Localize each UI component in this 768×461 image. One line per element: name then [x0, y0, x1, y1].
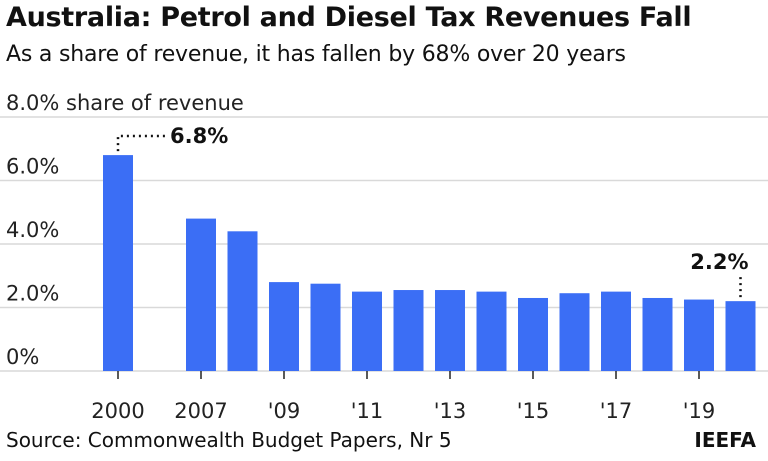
y-tick-label: 0% — [6, 345, 39, 369]
annotation-leader — [116, 134, 166, 152]
y-tick-label: 4.0% — [6, 218, 59, 242]
x-tick-label: '17 — [600, 399, 633, 423]
x-tick-label: '13 — [434, 399, 467, 423]
bar-2015 — [518, 297, 548, 371]
bar-2020 — [725, 301, 756, 371]
x-tick-label: 2007 — [174, 399, 227, 423]
bar-2014 — [476, 291, 507, 371]
chart-subtitle: As a share of revenue, it has fallen by … — [6, 42, 626, 67]
bar-2009 — [269, 282, 299, 371]
y-tick-label: 8.0% share of revenue — [6, 91, 244, 115]
x-tick-label: '15 — [517, 399, 550, 423]
bar-2010 — [310, 283, 341, 371]
bar-2012 — [393, 290, 424, 371]
bar-2000 — [103, 155, 133, 371]
y-tick-label: 6.0% — [6, 155, 59, 179]
bar-2019 — [684, 299, 714, 371]
bar-2013 — [435, 290, 465, 371]
annotation-label: 2.2% — [690, 250, 748, 274]
x-tick-label: '11 — [351, 399, 384, 423]
bar-2016 — [559, 293, 590, 371]
brand-logo: IEEFA — [694, 428, 756, 452]
x-tick-label: '09 — [268, 399, 301, 423]
bar-2008 — [227, 231, 258, 371]
x-tick-label: '19 — [683, 399, 716, 423]
x-tick-label: 2000 — [91, 399, 144, 423]
bar-2017 — [601, 291, 631, 371]
chart-title: Australia: Petrol and Diesel Tax Revenue… — [6, 2, 692, 33]
bar-2011 — [352, 291, 382, 371]
source-note: Source: Commonwealth Budget Papers, Nr 5 — [6, 428, 452, 452]
bar-2018 — [642, 297, 673, 371]
annotation-label: 6.8% — [170, 124, 228, 148]
bar-2007 — [186, 218, 216, 371]
y-tick-label: 2.0% — [6, 282, 59, 306]
